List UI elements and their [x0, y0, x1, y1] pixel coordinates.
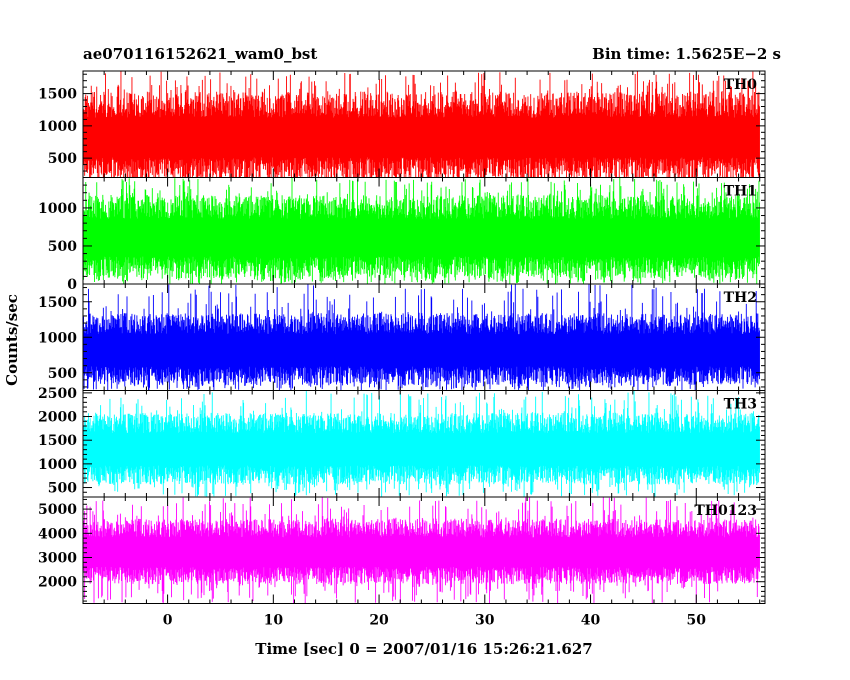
y-tick-label: 2500 [38, 386, 77, 402]
chart-title: ae070116152621_wam0_bst [83, 45, 317, 63]
panel-label-th3: TH3 [724, 397, 757, 413]
y-tick-label: 500 [48, 151, 77, 167]
y-tick-label: 5000 [38, 502, 77, 518]
y-tick-label: 0 [67, 277, 77, 293]
x-tick-label: 0 [163, 613, 173, 629]
panel-th2: 500 1000 1500 TH2 [38, 283, 766, 391]
y-tick-label: 500 [48, 366, 77, 382]
x-axis-ticks: 0 10 20 30 40 50 [163, 613, 707, 629]
y-tick-label: 1500 [38, 433, 77, 449]
panel-label-th0: TH0 [724, 77, 758, 93]
x-tick-label: 10 [264, 613, 284, 629]
y-tick-label: 1500 [38, 295, 77, 311]
y-tick-label: 1000 [38, 330, 77, 346]
y-tick-label: 2000 [38, 410, 77, 426]
series-th3 [82, 390, 760, 497]
panel-th0123: 2000 3000 4000 5000 TH0123 [38, 496, 766, 604]
y-tick-label: 4000 [38, 526, 77, 542]
y-tick-label: 500 [48, 481, 77, 497]
series-th2 [82, 284, 760, 391]
x-tick-label: 50 [687, 613, 707, 629]
series-th0 [82, 71, 760, 178]
x-tick-label: 30 [475, 613, 495, 629]
y-axis-label: Counts/sec [3, 294, 21, 386]
series-th0123 [82, 497, 760, 604]
y-tick-label: 3000 [38, 551, 77, 567]
x-tick-label: 20 [369, 613, 389, 629]
panel-frame [82, 496, 766, 604]
y-tick-label: 1500 [38, 87, 77, 103]
panel-th1: 0 500 1000 TH1 [38, 177, 766, 293]
y-tick-label: 500 [48, 239, 77, 255]
panel-th0: 500 1000 1500 TH0 [38, 70, 766, 178]
panel-th3: 500 1000 1500 2000 2500 TH3 [38, 386, 766, 498]
series-th1 [82, 177, 760, 284]
x-tick-label: 40 [581, 613, 601, 629]
y-tick-label: 1000 [38, 119, 77, 135]
y-tick-label: 2000 [38, 575, 77, 591]
y-tick-label: 1000 [38, 457, 77, 473]
bin-time-label: Bin time: 1.5625E−2 s [592, 45, 781, 63]
x-axis-label: Time [sec] 0 = 2007/01/16 15:26:21.627 [255, 640, 592, 658]
panel-label-th0123: TH0123 [694, 503, 757, 519]
panel-label-th1: TH1 [724, 184, 757, 200]
y-tick-label: 1000 [38, 201, 77, 217]
panel-label-th2: TH2 [724, 290, 757, 306]
